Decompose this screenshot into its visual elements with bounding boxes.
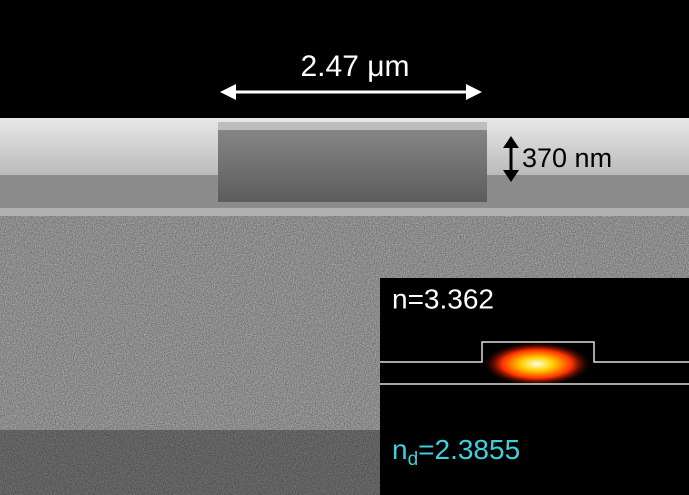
mode-profile (483, 342, 591, 386)
index-subscript: d (408, 449, 419, 470)
core-index: n=3.362 (392, 283, 494, 314)
sem-figure: 2.47 μm 370 nm n=3.362 nd=2.3855 (0, 0, 689, 495)
height-label: 370 nm (522, 143, 612, 173)
ridge (218, 122, 487, 202)
interface (0, 208, 689, 216)
index-symbol: n (392, 434, 408, 465)
width-label: 2.47 μm (301, 50, 410, 83)
index-value: =2.3855 (418, 434, 520, 465)
ridge-top-edge (218, 122, 487, 130)
